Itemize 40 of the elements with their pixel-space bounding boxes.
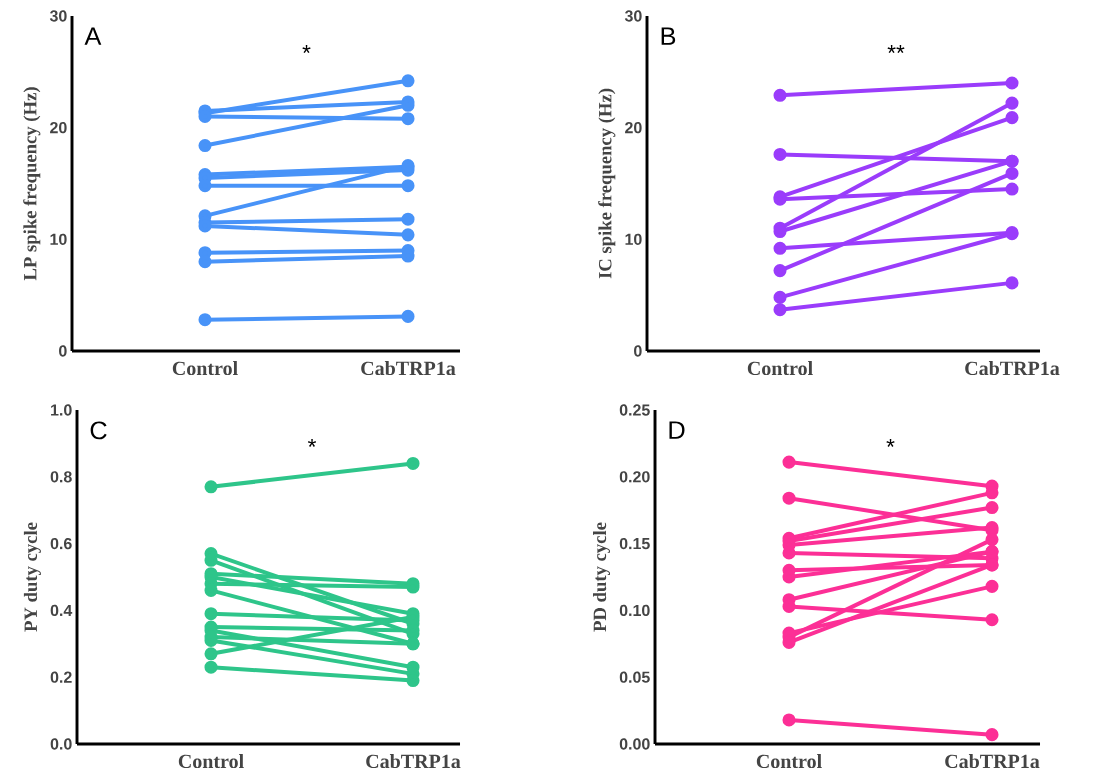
y-tick-label: 10 [625,233,642,245]
y-axis-title: LP spike frequency (Hz) [23,87,41,281]
annotation: ** [887,45,905,54]
y-tick-label: 0.10 [619,604,650,617]
y-tick-label: 0.20 [619,471,650,483]
x-tick-label: CabTRP1a [945,754,1040,769]
annotation: * [307,438,317,447]
annotation: * [302,45,311,54]
x-tick-label: Control [756,754,822,769]
x-tick-label: Control [172,361,238,376]
annotation: C [90,421,107,440]
y-axis-title: PD duty cycle [593,522,611,632]
y-tick-label: 0.05 [619,671,650,683]
annotation: A [84,27,102,45]
annotation: B [661,27,676,45]
x-tick-label: CabTRP1a [366,754,461,769]
y-tick-label: 0.0 [50,738,72,750]
y-tick-label: 0.00 [619,738,650,750]
y-tick-label: 0.25 [619,404,650,416]
y-tick-label: 30 [624,10,642,22]
y-tick-label: 0.15 [619,537,650,550]
y-tick-label: 20 [50,122,67,134]
x-tick-label: Control [747,361,813,376]
y-tick-label: 10 [50,233,67,245]
annotation: * [886,438,895,447]
y-tick-label: 0.4 [50,604,73,617]
x-tick-label: CabTRP1a [965,361,1060,376]
y-tick-label: 0.2 [50,671,72,683]
y-tick-label: 0 [59,345,67,357]
y-tick-label: 0.6 [50,537,72,550]
y-tick-label: 30 [49,10,67,22]
y-tick-label: 20 [625,122,642,134]
x-tick-label: CabTRP1a [361,361,456,376]
y-tick-label: 0 [634,345,642,357]
x-tick-label: Control [178,754,244,769]
y-axis-title: PY duty cycle [23,522,41,632]
y-tick-label: 1.0 [51,404,72,416]
annotation: D [669,421,685,439]
y-tick-label: 0.8 [50,471,72,483]
y-axis-title: IC spike frequency (Hz) [598,88,616,279]
